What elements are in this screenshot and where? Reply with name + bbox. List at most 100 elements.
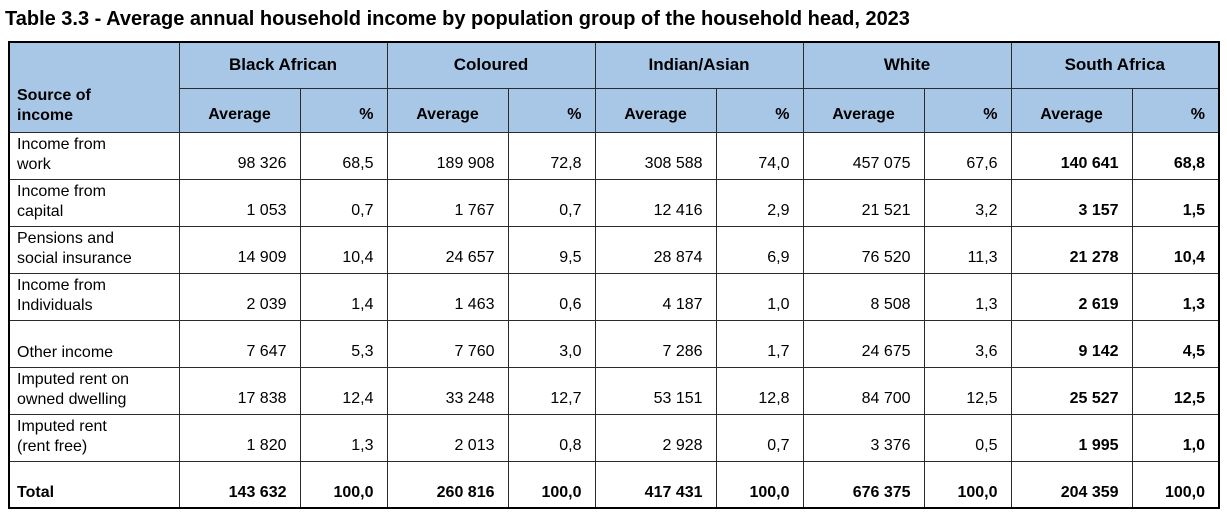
value-cell-percent: 74,0	[715, 131, 804, 180]
table-row-4: Other income 7 647 5,3 7 760 3,0 7 286 1,7 24 6…	[8, 319, 1220, 368]
sub-header-row: Average% Average% Average% Average% Average%	[9, 87, 1220, 133]
value-cell-average: 9 142	[1010, 319, 1133, 368]
value-cell-percent: 100,0	[299, 460, 388, 509]
value-cell-percent: 1,5	[1131, 178, 1220, 227]
subheader-average-4: Average	[1010, 87, 1133, 133]
group-header-black-african: Black African	[178, 41, 388, 89]
subheader-percent-4: %	[1131, 87, 1220, 133]
table-row-7: Total 143 632 100,0 260 816 100,0 417 431 100,…	[8, 460, 1220, 509]
value-cell-percent: 3,2	[923, 178, 1012, 227]
value-cell-percent: 12,4	[299, 366, 388, 415]
row-label: Other income	[8, 319, 180, 368]
value-cell-average: 33 248	[386, 366, 509, 415]
value-cell-average: 24 675	[802, 319, 925, 368]
value-cell-average: 17 838	[178, 366, 301, 415]
value-cell-average: 25 527	[1010, 366, 1133, 415]
row-label: Pensions and social insurance	[8, 225, 180, 274]
value-cell-average: 1 053	[178, 178, 301, 227]
row-label: Income from capital	[8, 178, 180, 227]
row-label: Income from work	[8, 131, 180, 180]
value-cell-average: 7 760	[386, 319, 509, 368]
value-cell-percent: 6,9	[715, 225, 804, 274]
subheader-average-1: Average	[386, 87, 509, 133]
value-cell-percent: 1,3	[1131, 272, 1220, 321]
value-cell-percent: 0,7	[715, 413, 804, 462]
value-cell-percent: 12,5	[923, 366, 1012, 415]
value-cell-average: 21 278	[1010, 225, 1133, 274]
subheader-average-0: Average	[178, 87, 301, 133]
table-row-1: Income from capital 1 053 0,7 1 767 0,7 12 41…	[8, 178, 1220, 227]
table-row-5: Imputed rent on owned dwelling 17 838 12,4…	[8, 366, 1220, 415]
value-cell-average: 140 641	[1010, 131, 1133, 180]
group-header-white: White	[802, 41, 1012, 89]
table-row-0: Income from work 98 326 68,5 189 908 72,8 308…	[8, 131, 1220, 180]
value-cell-percent: 1,3	[923, 272, 1012, 321]
value-cell-percent: 72,8	[507, 131, 596, 180]
value-cell-average: 21 521	[802, 178, 925, 227]
value-cell-average: 260 816	[386, 460, 509, 509]
corner-header-source-of-income: Source of income	[8, 41, 180, 133]
value-cell-percent: 0,6	[507, 272, 596, 321]
row-label: Income from Individuals	[8, 272, 180, 321]
subheader-average-2: Average	[594, 87, 717, 133]
table-header: Source of income Black African Coloured Ind…	[8, 41, 1220, 133]
value-cell-average: 2 013	[386, 413, 509, 462]
value-cell-percent: 4,5	[1131, 319, 1220, 368]
value-cell-percent: 1,4	[299, 272, 388, 321]
value-cell-average: 98 326	[178, 131, 301, 180]
value-cell-percent: 3,6	[923, 319, 1012, 368]
row-label: Total	[8, 460, 180, 509]
page-title: Table 3.3 - Average annual household inc…	[5, 8, 910, 30]
value-cell-percent: 11,3	[923, 225, 1012, 274]
value-cell-percent: 10,4	[299, 225, 388, 274]
subheader-percent-0: %	[299, 87, 388, 133]
value-cell-percent: 3,0	[507, 319, 596, 368]
row-label: Imputed rent (rent free)	[8, 413, 180, 462]
subheader-percent-1: %	[507, 87, 596, 133]
value-cell-average: 2 039	[178, 272, 301, 321]
value-cell-percent: 1,0	[715, 272, 804, 321]
subheader-percent-2: %	[715, 87, 804, 133]
value-cell-average: 1 995	[1010, 413, 1133, 462]
value-cell-percent: 12,5	[1131, 366, 1220, 415]
value-cell-percent: 100,0	[715, 460, 804, 509]
value-cell-average: 53 151	[594, 366, 717, 415]
group-header-indian-asian: Indian/Asian	[594, 41, 804, 89]
value-cell-average: 1 820	[178, 413, 301, 462]
value-cell-average: 14 909	[178, 225, 301, 274]
value-cell-percent: 1,3	[299, 413, 388, 462]
value-cell-percent: 0,5	[923, 413, 1012, 462]
value-cell-percent: 100,0	[1131, 460, 1220, 509]
value-cell-average: 189 908	[386, 131, 509, 180]
table-row-3: Income from Individuals 2 039 1,4 1 463 0,6 4…	[8, 272, 1220, 321]
group-header-south-africa: South Africa	[1010, 41, 1220, 89]
value-cell-average: 24 657	[386, 225, 509, 274]
value-cell-average: 2 928	[594, 413, 717, 462]
value-cell-average: 76 520	[802, 225, 925, 274]
value-cell-average: 84 700	[802, 366, 925, 415]
value-cell-average: 308 588	[594, 131, 717, 180]
value-cell-average: 457 075	[802, 131, 925, 180]
value-cell-average: 676 375	[802, 460, 925, 509]
value-cell-average: 143 632	[178, 460, 301, 509]
value-cell-average: 3 376	[802, 413, 925, 462]
value-cell-percent: 67,6	[923, 131, 1012, 180]
value-cell-percent: 1,7	[715, 319, 804, 368]
value-cell-percent: 0,7	[507, 178, 596, 227]
table-row-2: Pensions and social insurance 14 909 10,4 2…	[8, 225, 1220, 274]
value-cell-average: 1 463	[386, 272, 509, 321]
value-cell-average: 417 431	[594, 460, 717, 509]
value-cell-percent: 2,9	[715, 178, 804, 227]
value-cell-average: 4 187	[594, 272, 717, 321]
subheader-average-3: Average	[802, 87, 925, 133]
group-header-row: Source of income Black African Coloured Ind…	[8, 41, 1220, 133]
group-header-coloured: Coloured	[386, 41, 596, 89]
value-cell-percent: 12,8	[715, 366, 804, 415]
subheader-percent-3: %	[923, 87, 1012, 133]
value-cell-average: 7 647	[178, 319, 301, 368]
value-cell-average: 8 508	[802, 272, 925, 321]
value-cell-average: 2 619	[1010, 272, 1133, 321]
row-label: Imputed rent on owned dwelling	[8, 366, 180, 415]
value-cell-percent: 68,5	[299, 131, 388, 180]
value-cell-percent: 100,0	[923, 460, 1012, 509]
